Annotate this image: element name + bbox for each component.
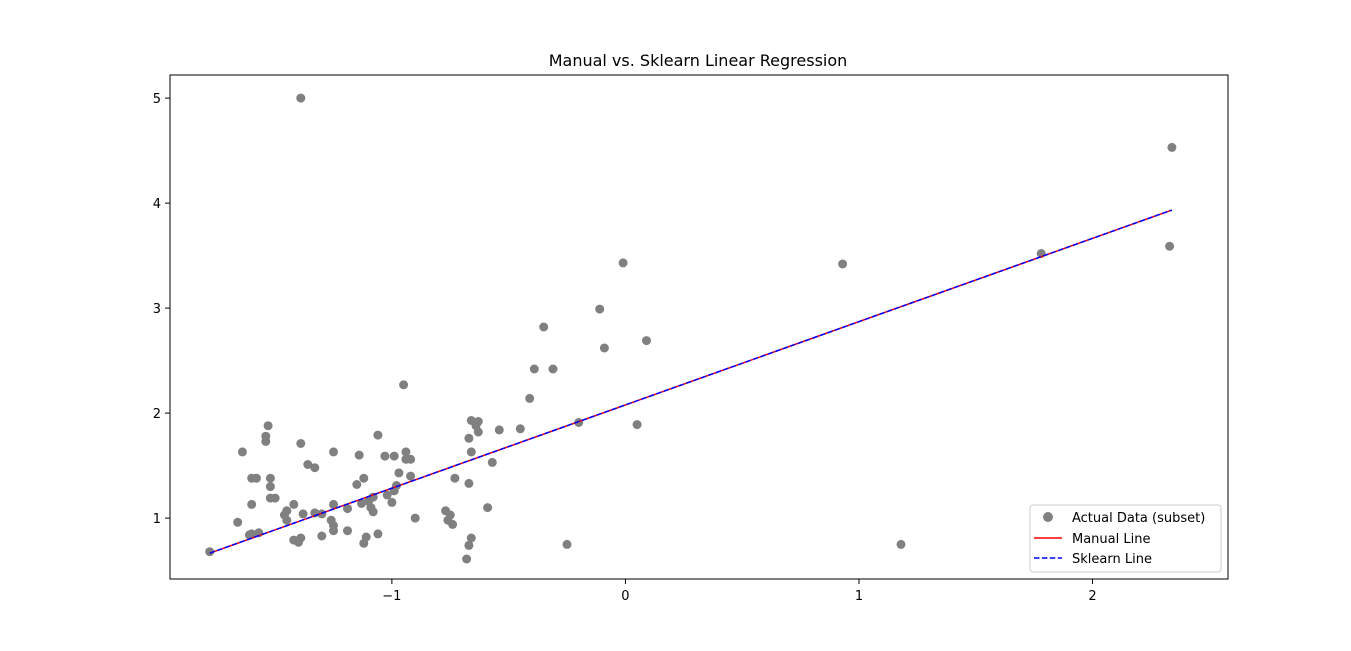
scatter-point	[352, 480, 362, 489]
scatter-point	[464, 478, 474, 488]
scatter-point	[406, 454, 416, 464]
scatter-point	[359, 538, 369, 548]
legend-box	[1029, 504, 1222, 573]
scatter-point	[382, 490, 392, 500]
scatter-point	[1167, 142, 1177, 152]
scatter-point	[494, 425, 504, 435]
scatter-point	[289, 499, 299, 509]
scatter-point	[359, 473, 369, 483]
y-tick-label: 3	[153, 302, 161, 317]
scatter-point	[562, 539, 572, 549]
x-tick-label: 2	[1088, 589, 1096, 604]
scatter-point	[233, 517, 243, 527]
scatter-point	[317, 531, 327, 541]
scatter-point	[838, 259, 848, 269]
scatter-point	[515, 424, 525, 434]
scatter-point	[595, 304, 605, 314]
scatter-series	[205, 93, 1177, 564]
scatter-point	[896, 539, 906, 549]
scatter-point	[466, 533, 476, 543]
scatter-point	[539, 322, 549, 332]
scatter-point	[247, 499, 257, 509]
scatter-point	[354, 450, 364, 460]
scatter-point	[450, 473, 460, 483]
scatter-point	[464, 433, 474, 443]
scatter-point	[387, 497, 397, 507]
scatter-point	[265, 473, 275, 483]
scatter-point	[380, 451, 390, 461]
x-tick-label: −1	[382, 589, 401, 604]
scatter-point	[525, 393, 535, 403]
scatter-point	[389, 451, 399, 461]
scatter-point	[296, 439, 306, 448]
scatter-point	[618, 258, 628, 268]
scatter-point	[298, 509, 308, 519]
regression-lines	[209, 209, 1173, 554]
scatter-point	[343, 504, 352, 514]
scatter-point	[448, 519, 458, 529]
y-tick-label: 2	[153, 407, 161, 422]
scatter-point	[310, 463, 320, 473]
scatter-point	[464, 540, 474, 550]
scatter-point	[462, 554, 472, 564]
sklearn-regression-line	[209, 209, 1173, 554]
scatter-point	[237, 447, 247, 457]
scatter-point	[270, 493, 280, 503]
scatter-point	[289, 535, 299, 545]
legend-manual-label: Manual Line	[1072, 532, 1150, 547]
scatter-point	[401, 447, 411, 457]
scatter-point	[399, 380, 409, 390]
scatter-point	[368, 507, 378, 517]
y-tick-label: 5	[153, 92, 161, 107]
scatter-point	[296, 93, 306, 103]
scatter-point	[473, 427, 483, 437]
scatter-point	[343, 526, 352, 536]
legend: Actual Data (subset) Manual Line Sklearn…	[1029, 504, 1222, 573]
scatter-point	[282, 515, 292, 525]
scatter-point	[263, 421, 273, 431]
y-tick-label: 4	[153, 197, 161, 212]
scatter-point	[303, 460, 313, 469]
scatter-point	[483, 503, 493, 513]
scatter-point	[1165, 241, 1175, 251]
legend-sklearn-label: Sklearn Line	[1072, 552, 1152, 567]
scatter-point	[548, 364, 558, 374]
scatter-point	[487, 457, 497, 467]
scatter-point	[466, 447, 476, 457]
scatter-point	[244, 530, 254, 540]
y-axis: 1 2 3 4 5	[153, 92, 170, 527]
scatter-point	[394, 468, 404, 478]
scatter-point	[329, 447, 338, 457]
scatter-point	[373, 430, 383, 440]
legend-scatter-marker	[1043, 512, 1053, 522]
scatter-point	[642, 336, 651, 346]
legend-scatter-label: Actual Data (subset)	[1072, 511, 1205, 526]
scatter-point	[265, 482, 275, 492]
scatter-point	[406, 471, 416, 481]
x-tick-label: 0	[621, 589, 629, 604]
scatter-point	[529, 364, 539, 374]
scatter-point	[261, 436, 271, 446]
plot-frame	[169, 74, 1229, 580]
scatter-point	[357, 498, 366, 508]
scatter-point	[632, 420, 642, 430]
scatter-point	[373, 529, 383, 539]
chart-title: Manual vs. Sklearn Linear Regression	[549, 51, 848, 70]
x-tick-label: 1	[855, 589, 863, 604]
scatter-point	[205, 547, 215, 557]
scatter-point	[329, 526, 338, 536]
y-tick-label: 1	[153, 512, 161, 527]
scatter-point	[247, 473, 257, 483]
x-axis: −1 0 1 2	[382, 579, 1097, 604]
scatter-point	[329, 499, 338, 509]
scatter-point	[599, 343, 609, 353]
scatter-point	[410, 513, 420, 523]
